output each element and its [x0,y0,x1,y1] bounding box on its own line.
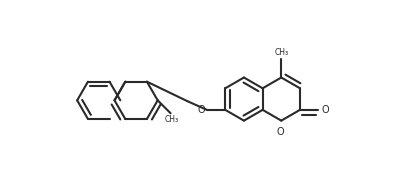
Text: CH₃: CH₃ [274,48,288,57]
Text: CH₃: CH₃ [165,115,179,124]
Text: O: O [276,127,284,137]
Text: O: O [197,105,205,115]
Text: O: O [322,105,329,115]
